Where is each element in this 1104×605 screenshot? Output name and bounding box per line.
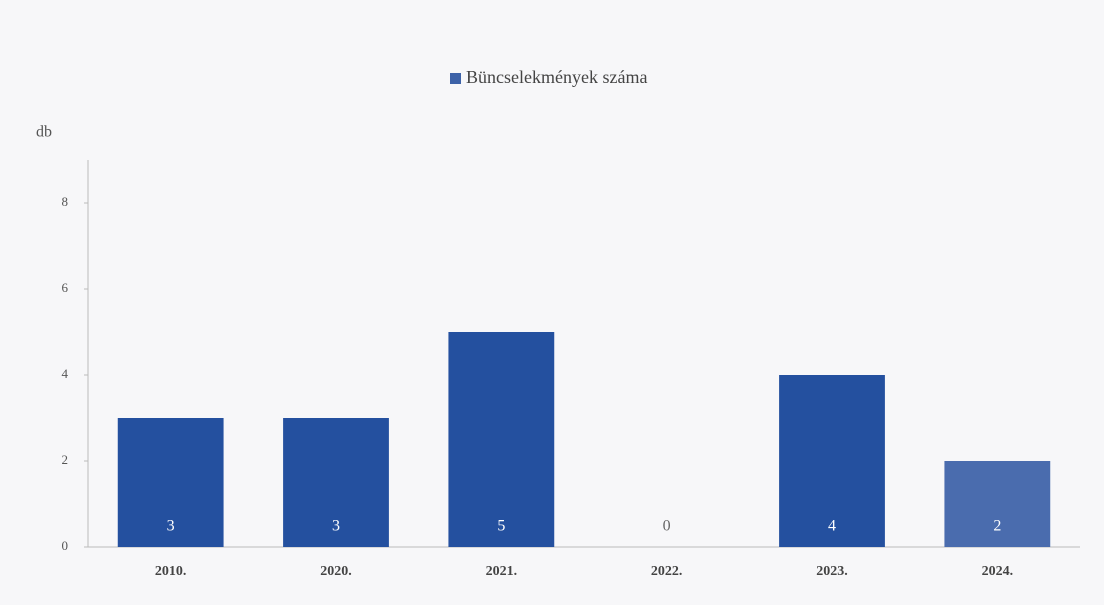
x-tick-label: 2024. [982,564,1014,579]
bar [283,418,389,547]
x-tick-label: 2023. [816,564,848,579]
bar [944,461,1051,547]
bar [779,375,885,547]
bar [448,332,555,547]
y-tick-label: 8 [62,194,69,209]
data-label: 2 [993,518,1001,535]
x-tick-label: 2010. [155,564,187,579]
data-label: 4 [828,518,836,535]
data-label: 0 [663,518,671,535]
bar [117,418,224,547]
y-tick-label: 0 [62,538,69,553]
x-tick-label: 2021. [486,564,518,579]
x-tick-label: 2022. [651,564,683,579]
data-label: 5 [497,518,505,535]
data-label: 3 [167,518,175,535]
x-tick-label: 2020. [320,564,352,579]
legend-swatch [450,73,461,84]
y-tick-label: 6 [62,280,69,295]
legend-label: Büncselekmények száma [466,67,647,87]
data-label: 3 [332,518,340,535]
y-tick-label: 4 [62,366,69,381]
y-axis-label: db [36,124,52,141]
y-tick-label: 2 [62,452,69,467]
